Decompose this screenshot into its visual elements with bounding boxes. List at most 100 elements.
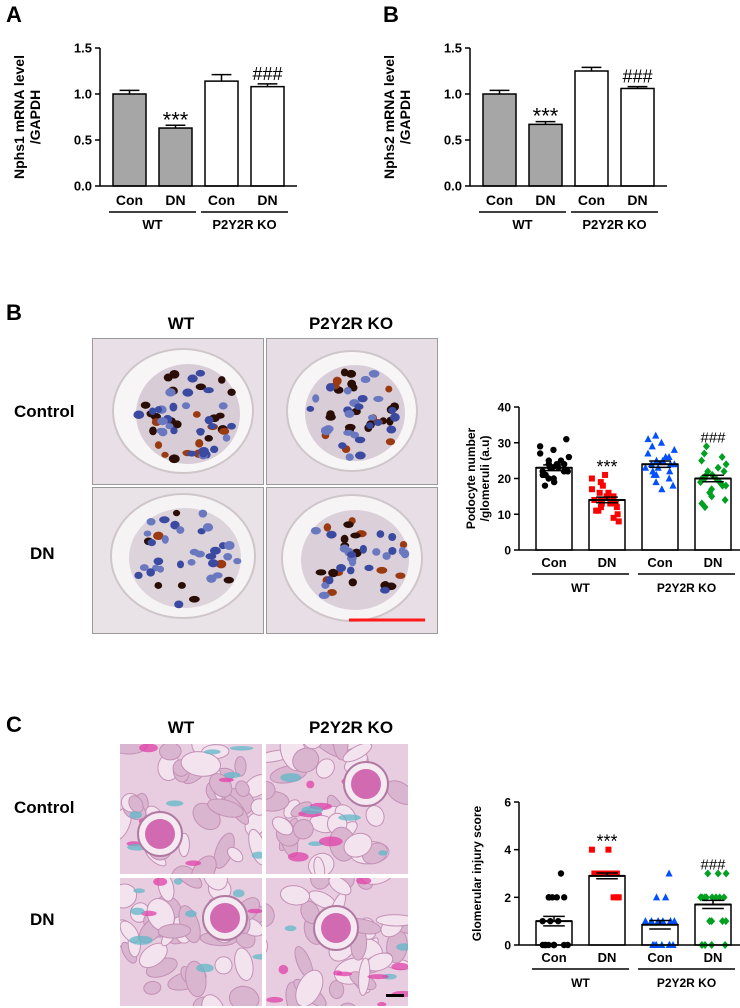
data-point bbox=[708, 917, 716, 926]
y-tick-label: 40 bbox=[498, 401, 512, 415]
negative-nucleus bbox=[157, 417, 168, 426]
stain-deposit bbox=[223, 771, 241, 779]
data-point bbox=[599, 482, 606, 489]
negative-nucleus bbox=[208, 423, 217, 430]
injury-scatter-bar-chart: 0 2 4 6 Glomerular injury score Con *** DN Con ##… bbox=[470, 796, 740, 990]
group-label: WT bbox=[512, 217, 532, 232]
stain-deposit bbox=[139, 744, 158, 753]
negative-nucleus bbox=[210, 445, 219, 454]
stain-deposit bbox=[129, 811, 143, 819]
data-point bbox=[658, 485, 666, 493]
negative-nucleus bbox=[364, 564, 374, 572]
negative-nucleus bbox=[147, 539, 156, 547]
data-point bbox=[610, 514, 617, 521]
negative-nucleus bbox=[343, 386, 352, 395]
group-label: WT bbox=[571, 976, 590, 990]
stain-deposit bbox=[396, 943, 408, 951]
data-point bbox=[665, 453, 673, 461]
positive-nucleus bbox=[327, 588, 337, 596]
bar bbox=[482, 93, 517, 187]
negative-nucleus bbox=[366, 422, 374, 429]
positive-nucleus bbox=[172, 420, 182, 429]
negative-nucleus bbox=[202, 523, 214, 532]
negative-nucleus bbox=[159, 516, 170, 524]
positive-nucleus bbox=[192, 411, 201, 418]
data-point bbox=[662, 893, 670, 901]
micro-c-col-ko: P2Y2R KO bbox=[308, 718, 394, 737]
data-point bbox=[702, 893, 710, 902]
category-label: DN bbox=[627, 192, 647, 208]
positive-nucleus bbox=[399, 540, 408, 549]
glomerular-tuft bbox=[145, 819, 175, 849]
data-point bbox=[665, 474, 673, 482]
negative-nucleus bbox=[187, 559, 196, 566]
positive-nucleus bbox=[188, 595, 200, 603]
negative-nucleus bbox=[357, 394, 368, 403]
negative-nucleus bbox=[223, 553, 233, 561]
data-point bbox=[708, 485, 716, 494]
tubule bbox=[180, 751, 222, 777]
category-label: DN bbox=[704, 555, 723, 570]
tubule bbox=[227, 846, 244, 863]
y-tick-label: 20 bbox=[498, 472, 512, 486]
micro-b-col-ko: P2Y2R KO bbox=[308, 314, 394, 333]
data-point bbox=[720, 893, 728, 902]
stain-deposit bbox=[278, 964, 289, 975]
data-point bbox=[652, 456, 661, 464]
micrograph-b-ko-dn-image bbox=[267, 488, 437, 633]
positive-nucleus bbox=[385, 385, 393, 393]
bar bbox=[158, 127, 193, 187]
y-tick-label: 0.5 bbox=[444, 133, 462, 148]
data-point bbox=[659, 456, 667, 464]
data-point bbox=[652, 431, 660, 439]
tubule bbox=[157, 923, 192, 939]
tubule bbox=[279, 885, 311, 906]
significance-mark: ### bbox=[252, 64, 282, 84]
data-point bbox=[596, 489, 603, 496]
data-point bbox=[545, 894, 552, 901]
tubule bbox=[201, 994, 225, 1006]
positive-nucleus bbox=[219, 427, 230, 435]
data-point bbox=[706, 488, 714, 497]
positive-nucleus bbox=[195, 439, 204, 448]
stain-deposit bbox=[185, 860, 202, 866]
positive-nucleus bbox=[215, 559, 227, 569]
data-point bbox=[560, 894, 568, 901]
stain-deposit bbox=[232, 889, 245, 898]
category-label: Con bbox=[647, 950, 672, 965]
negative-nucleus bbox=[156, 565, 165, 573]
micrograph-b-wt-control-image bbox=[93, 339, 263, 484]
significance-mark: *** bbox=[533, 104, 559, 129]
negative-nucleus bbox=[198, 509, 208, 518]
group-label: P2Y2R KO bbox=[657, 581, 716, 595]
negative-nucleus bbox=[367, 414, 377, 421]
micrograph-b-ko-dn bbox=[266, 487, 438, 634]
micro-c-row-control: Control bbox=[14, 798, 75, 817]
data-point bbox=[670, 445, 678, 453]
data-point bbox=[539, 468, 546, 475]
category-label: Con bbox=[116, 192, 143, 208]
data-point bbox=[697, 478, 705, 487]
stain-deposit bbox=[378, 850, 388, 856]
tubule bbox=[310, 878, 331, 890]
micrograph-b-wt-control bbox=[92, 338, 264, 485]
data-point bbox=[714, 869, 722, 878]
negative-nucleus bbox=[310, 526, 322, 535]
data-point bbox=[641, 917, 650, 925]
category-label: Con bbox=[647, 555, 672, 570]
tubule bbox=[313, 856, 326, 874]
tubule bbox=[338, 1002, 360, 1006]
negative-nucleus bbox=[336, 563, 347, 573]
stain-deposit bbox=[173, 878, 183, 885]
negative-nucleus bbox=[203, 387, 214, 394]
y-tick-label: 10 bbox=[498, 508, 512, 522]
negative-nucleus bbox=[176, 560, 185, 569]
tubule bbox=[159, 744, 182, 761]
positive-nucleus bbox=[346, 369, 357, 378]
positive-nucleus bbox=[149, 426, 157, 436]
stain-deposit bbox=[356, 878, 372, 885]
negative-nucleus bbox=[146, 518, 156, 526]
positive-nucleus bbox=[323, 523, 332, 532]
y-tick-label: 0 bbox=[504, 544, 511, 558]
tubule bbox=[343, 832, 373, 858]
